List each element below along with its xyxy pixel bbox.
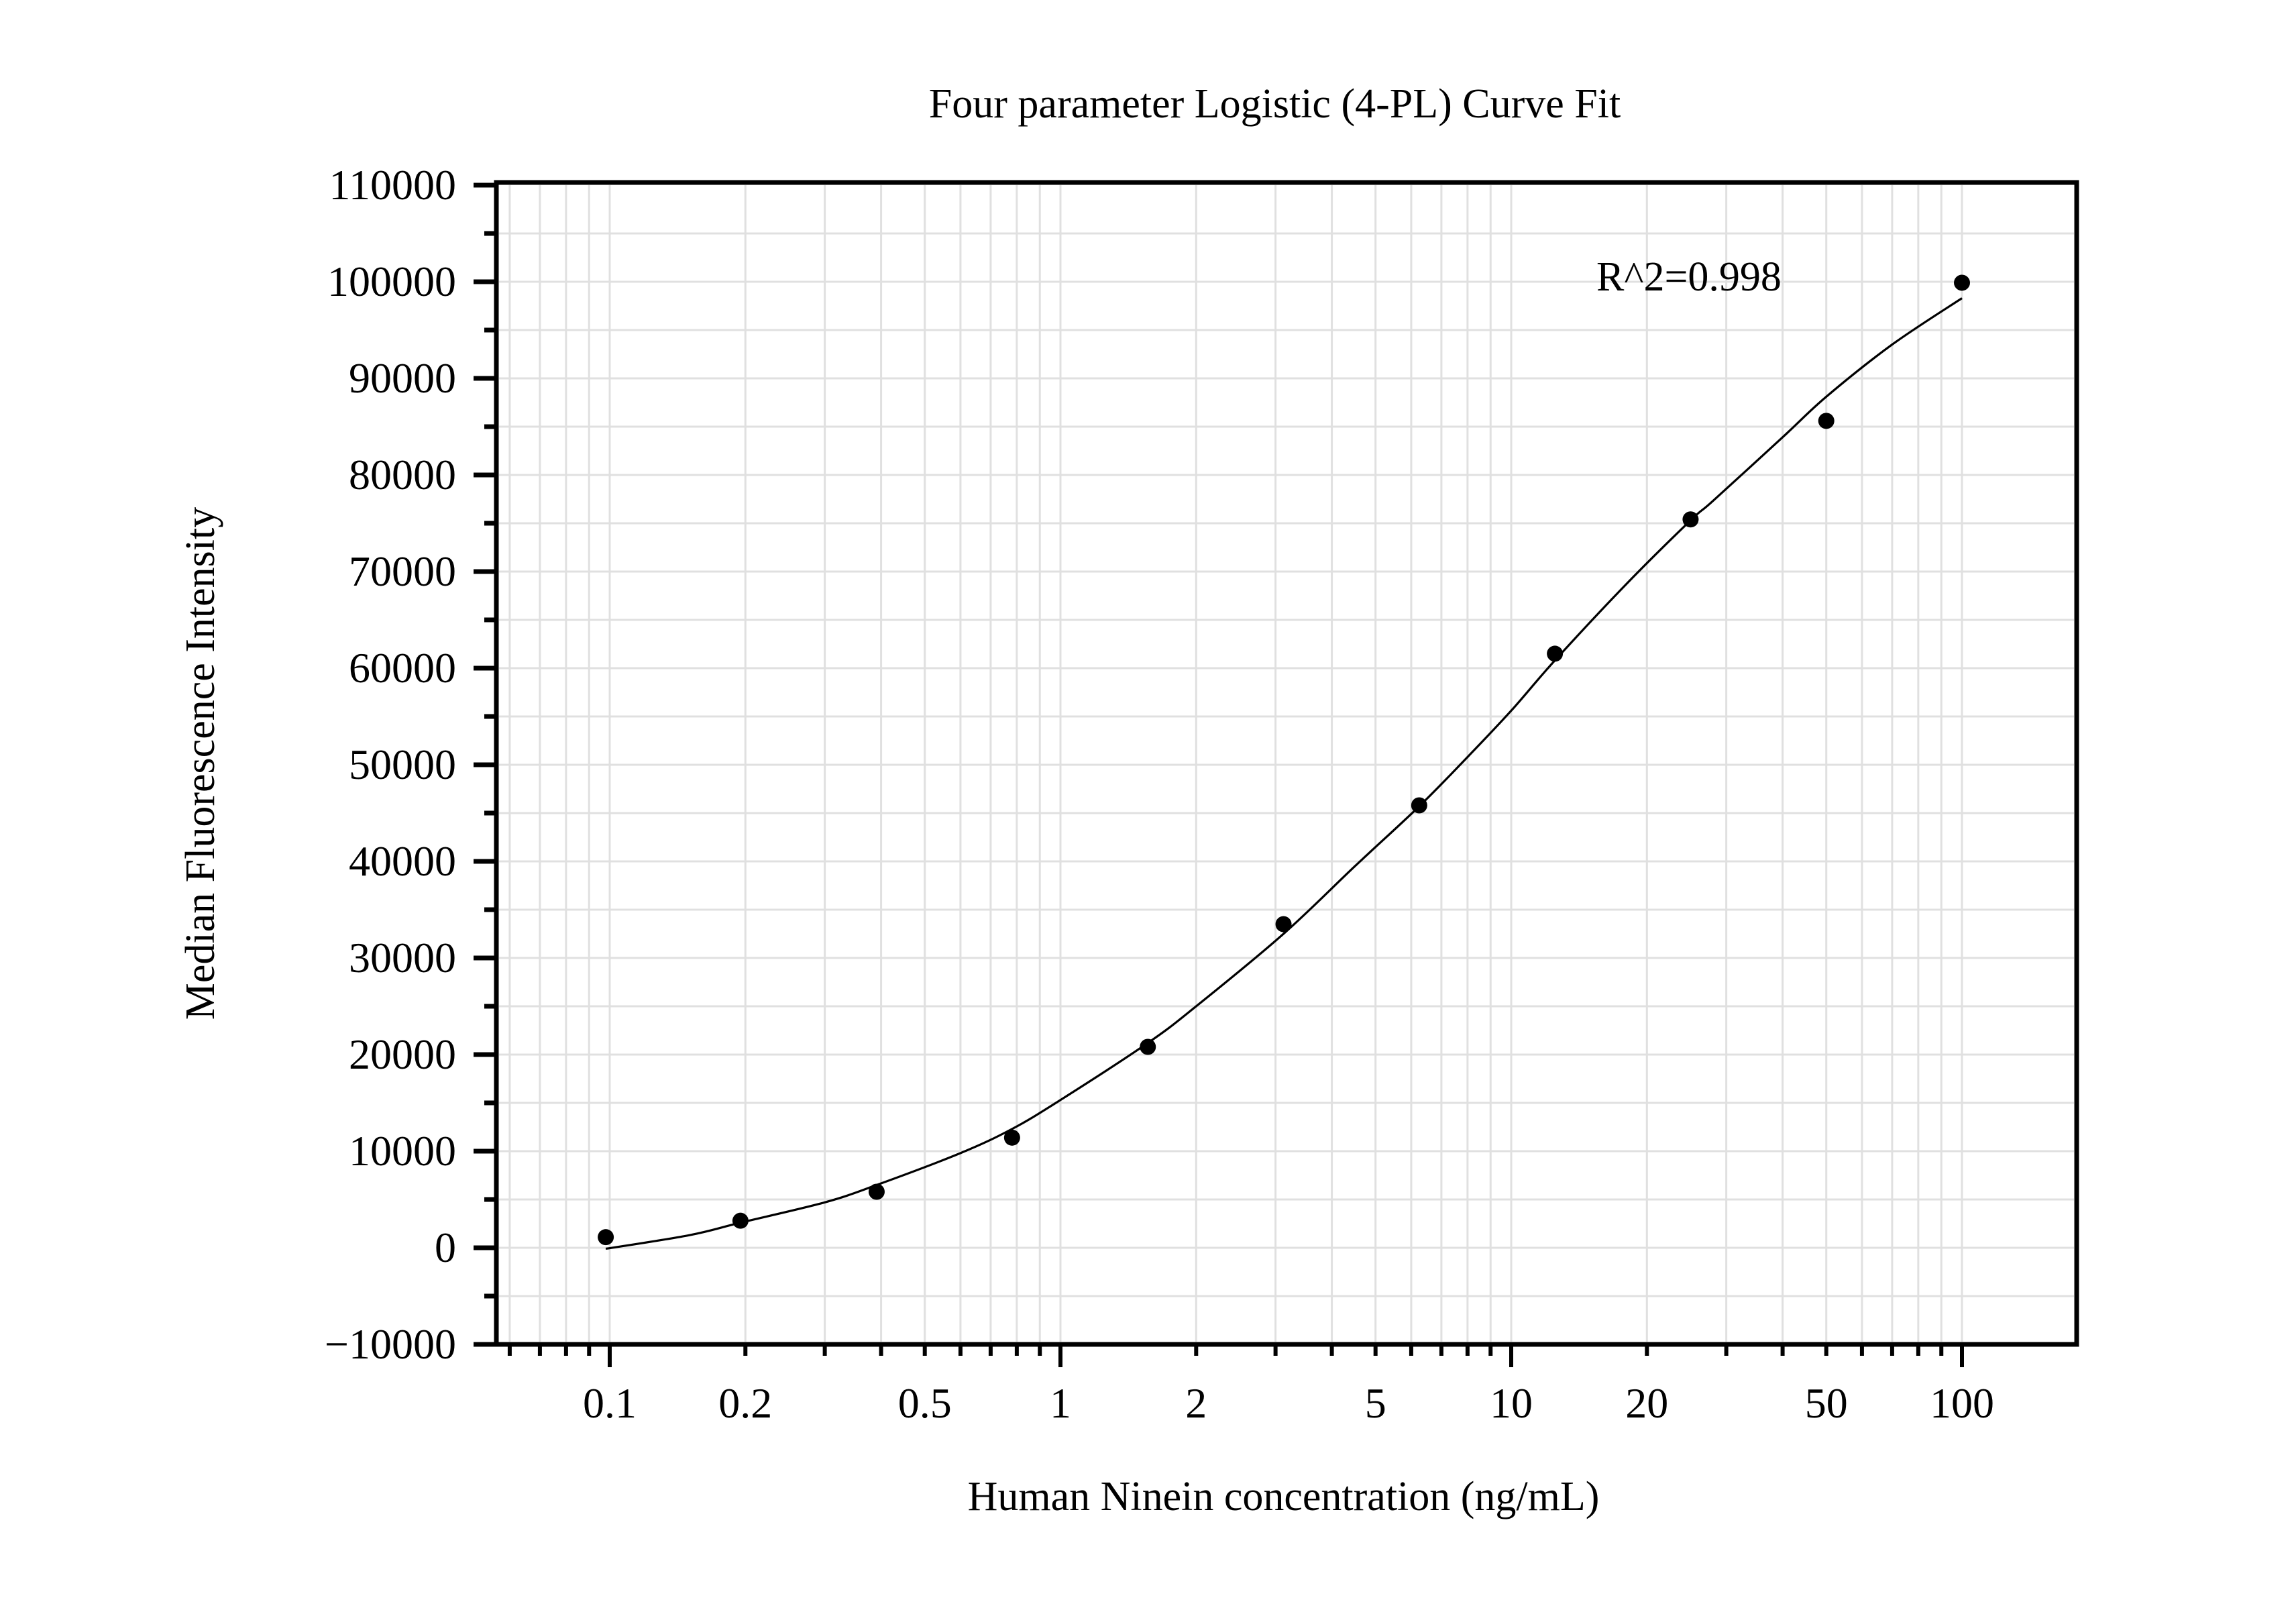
data-point-marker xyxy=(1003,1129,1020,1146)
y-tick-label: 40000 xyxy=(349,837,456,885)
y-tick-label: −10000 xyxy=(325,1320,456,1368)
x-tick-label: 20 xyxy=(1625,1379,1668,1427)
y-tick-label: 60000 xyxy=(349,644,456,692)
x-tick-label: 5 xyxy=(1365,1379,1386,1427)
x-tick-label: 50 xyxy=(1805,1379,1848,1427)
y-tick-label: 10000 xyxy=(349,1127,456,1175)
data-point-marker xyxy=(598,1229,614,1246)
data-point-marker xyxy=(732,1212,749,1229)
chart-title: Four parameter Logistic (4-PL) Curve Fit xyxy=(0,81,2296,127)
chart-title-text: Four parameter Logistic (4-PL) Curve Fit xyxy=(928,81,1621,127)
data-point-marker xyxy=(1140,1038,1156,1055)
axis-ticks xyxy=(474,182,1964,1367)
data-point-marker xyxy=(1411,797,1427,814)
y-tick-label: 50000 xyxy=(349,741,456,788)
data-points xyxy=(598,274,1970,1246)
data-point-marker xyxy=(868,1183,885,1200)
fit-curve xyxy=(605,297,1963,1250)
y-tick-label: 90000 xyxy=(349,354,456,402)
y-tick-label: 0 xyxy=(435,1224,456,1271)
grid-lines xyxy=(499,185,2074,1342)
data-point-marker xyxy=(1682,511,1699,528)
x-tick-label: 2 xyxy=(1185,1379,1207,1427)
y-tick-label: 70000 xyxy=(349,547,456,595)
data-point-marker xyxy=(1547,645,1564,662)
x-tick-label: 100 xyxy=(1930,1379,1994,1427)
y-tick-label: 20000 xyxy=(349,1030,456,1078)
x-tick-label: 0.5 xyxy=(898,1379,952,1427)
x-tick-label: 0.1 xyxy=(583,1379,637,1427)
y-tick-label: 110000 xyxy=(329,161,456,209)
data-point-marker xyxy=(1818,413,1835,429)
y-tick-label: 100000 xyxy=(327,258,456,305)
x-tick-label: 1 xyxy=(1050,1379,1071,1427)
x-axis-label: Human Ninein concentration (ng/mL) xyxy=(0,1473,2296,1520)
tick-labels: −10000 0 10000 20000 30000 40000 50000 60000 700… xyxy=(325,161,1994,1427)
y-axis-label: Median Fluorescence Intensity xyxy=(178,506,223,1020)
y-tick-label: 80000 xyxy=(349,451,456,498)
y-tick-label: 30000 xyxy=(349,934,456,981)
data-point-marker xyxy=(1954,274,1970,291)
plot-frame xyxy=(494,180,2079,1347)
x-tick-label: 0.2 xyxy=(718,1379,772,1427)
fit-curve-line xyxy=(605,297,1963,1250)
plot-border xyxy=(494,180,2079,1347)
data-point-marker xyxy=(1275,916,1292,932)
r-squared-annotation: R^2=0.998 xyxy=(1596,254,1782,300)
x-tick-label: 10 xyxy=(1490,1379,1533,1427)
x-axis-label-text: Human Ninein concentration (ng/mL) xyxy=(967,1474,1600,1519)
